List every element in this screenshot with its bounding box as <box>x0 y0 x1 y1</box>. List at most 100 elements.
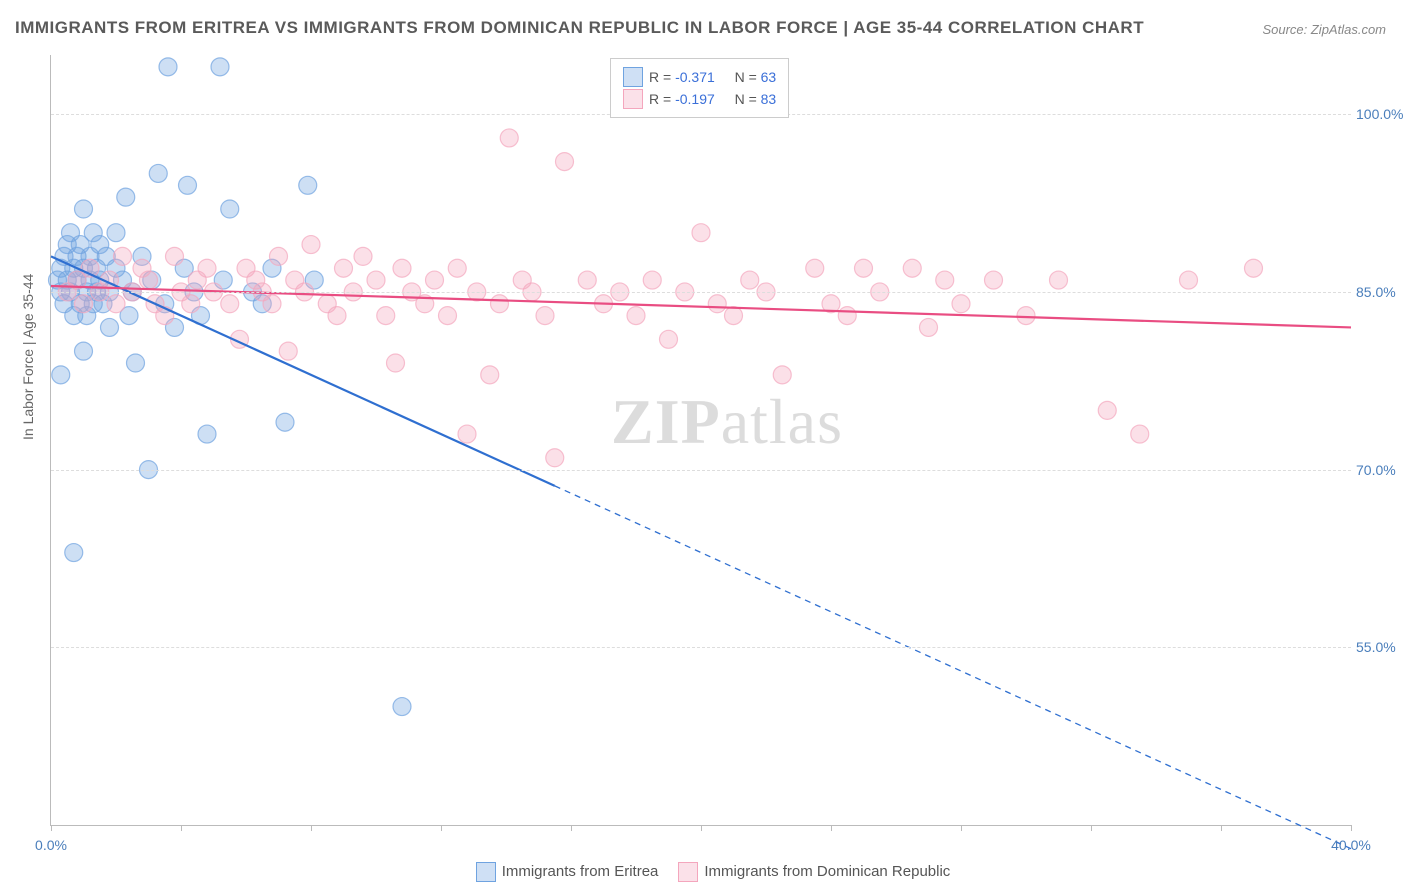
plot-area: ZIPatlas 55.0%70.0%85.0%100.0%0.0%40.0% <box>50 55 1351 826</box>
x-tick-label: 40.0% <box>1331 837 1371 853</box>
data-point <box>1017 307 1035 325</box>
data-point <box>692 224 710 242</box>
data-point <box>302 236 320 254</box>
y-axis-label: In Labor Force | Age 35-44 <box>20 274 36 440</box>
data-point <box>936 271 954 289</box>
correlation-legend: R = -0.371 N = 63R = -0.197 N = 83 <box>610 58 789 118</box>
data-point <box>439 307 457 325</box>
x-tick <box>181 825 182 831</box>
data-point <box>270 247 288 265</box>
x-tick <box>51 825 52 831</box>
gridline <box>51 647 1351 648</box>
data-point <box>75 295 93 313</box>
legend-swatch <box>623 89 643 109</box>
x-tick <box>1091 825 1092 831</box>
x-tick <box>441 825 442 831</box>
data-point <box>952 295 970 313</box>
legend-row: R = -0.197 N = 83 <box>623 89 776 109</box>
x-tick <box>311 825 312 831</box>
x-tick-label: 0.0% <box>35 837 67 853</box>
legend-n: N = 83 <box>735 91 777 107</box>
legend-n: N = 63 <box>735 69 777 85</box>
x-tick <box>1351 825 1352 831</box>
data-point <box>166 247 184 265</box>
data-point <box>481 366 499 384</box>
legend-series-label: Immigrants from Eritrea <box>502 863 659 880</box>
data-point <box>708 295 726 313</box>
data-point <box>627 307 645 325</box>
legend-row: R = -0.371 N = 63 <box>623 67 776 87</box>
data-point <box>491 295 509 313</box>
data-point <box>114 247 132 265</box>
data-point <box>221 295 239 313</box>
data-point <box>367 271 385 289</box>
legend-r: R = -0.197 <box>649 91 715 107</box>
data-point <box>838 307 856 325</box>
data-point <box>536 307 554 325</box>
data-point <box>643 271 661 289</box>
legend-r: R = -0.371 <box>649 69 715 85</box>
data-point <box>140 271 158 289</box>
data-point <box>101 318 119 336</box>
y-tick-label: 85.0% <box>1356 284 1406 300</box>
data-point <box>426 271 444 289</box>
data-point <box>299 176 317 194</box>
data-point <box>179 176 197 194</box>
x-tick <box>571 825 572 831</box>
data-point <box>773 366 791 384</box>
x-tick <box>961 825 962 831</box>
data-point <box>725 307 743 325</box>
data-point <box>393 698 411 716</box>
data-point <box>377 307 395 325</box>
data-point <box>263 295 281 313</box>
data-point <box>1050 271 1068 289</box>
data-point <box>806 259 824 277</box>
data-point <box>448 259 466 277</box>
data-point <box>660 330 678 348</box>
data-point <box>198 259 216 277</box>
legend-swatch <box>476 862 496 882</box>
data-point <box>1131 425 1149 443</box>
data-point <box>107 224 125 242</box>
x-tick <box>1221 825 1222 831</box>
data-point <box>65 544 83 562</box>
data-point <box>335 259 353 277</box>
chart-title: IMMIGRANTS FROM ERITREA VS IMMIGRANTS FR… <box>15 18 1144 38</box>
data-point <box>182 295 200 313</box>
legend-swatch <box>623 67 643 87</box>
data-point <box>107 295 125 313</box>
data-point <box>211 58 229 76</box>
data-point <box>500 129 518 147</box>
data-point <box>985 271 1003 289</box>
data-point <box>903 259 921 277</box>
y-tick-label: 100.0% <box>1356 106 1406 122</box>
data-point <box>556 153 574 171</box>
gridline <box>51 292 1351 293</box>
data-point <box>1180 271 1198 289</box>
data-point <box>117 188 135 206</box>
data-point <box>279 342 297 360</box>
data-point <box>75 342 93 360</box>
data-point <box>458 425 476 443</box>
data-point <box>328 307 346 325</box>
data-point <box>354 247 372 265</box>
data-point <box>159 58 177 76</box>
regression-line-extrap <box>555 486 1351 849</box>
data-point <box>52 366 70 384</box>
legend-series-label: Immigrants from Dominican Republic <box>704 863 950 880</box>
data-point <box>546 449 564 467</box>
data-point <box>855 259 873 277</box>
data-point <box>276 413 294 431</box>
data-point <box>127 354 145 372</box>
data-point <box>393 259 411 277</box>
data-point <box>741 271 759 289</box>
series-legend: Immigrants from Eritrea Immigrants from D… <box>0 862 1406 882</box>
x-tick <box>701 825 702 831</box>
legend-swatch <box>678 862 698 882</box>
data-point <box>221 200 239 218</box>
y-tick-label: 55.0% <box>1356 639 1406 655</box>
gridline <box>51 470 1351 471</box>
x-tick <box>831 825 832 831</box>
source-attribution: Source: ZipAtlas.com <box>1262 22 1386 37</box>
data-point <box>75 200 93 218</box>
